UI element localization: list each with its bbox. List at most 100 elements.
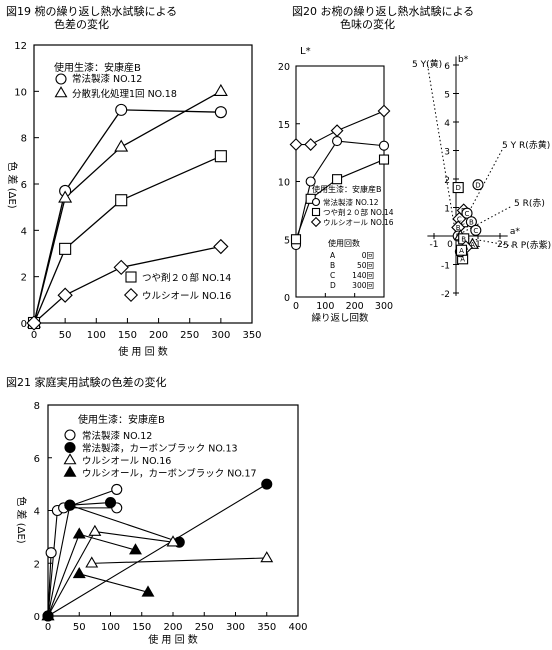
fig20-left-point-square	[290, 234, 302, 245]
fig20-right-hue-line-0	[426, 61, 457, 237]
fig19-point-triangle	[114, 139, 129, 152]
fig21-segment	[47, 505, 71, 617]
fig19-x-tick-label: 50	[59, 330, 72, 341]
fig20-left-legend-label-circle: 常法製漆 NO.12	[323, 197, 379, 207]
fig19-series-line-2	[33, 248, 66, 324]
fig21-point-triangle-filled	[72, 527, 86, 539]
fig19-y-tick-label: 6	[21, 180, 27, 191]
fig20-right-hue-label-0: 5 Y(黄)	[412, 58, 442, 70]
fig19-title-line2: 色差の変化	[54, 18, 109, 31]
fig19-x-tick-label: 350	[242, 330, 261, 341]
fig21-legend-title: 使用生漆：安康産B	[78, 413, 165, 426]
fig21-point-triangle-open	[166, 535, 180, 547]
fig21-x-tick-label: 200	[163, 622, 182, 633]
fig20-right-point-square-letter: D	[456, 184, 461, 192]
fig20-right-point-circle	[461, 207, 473, 219]
fig20-left-usage-code: C	[330, 271, 335, 280]
fig19-y-tick-label: 10	[14, 87, 27, 98]
fig20-left-usage-code: A	[330, 251, 336, 260]
fig20-left-series-line-2	[310, 130, 338, 146]
fig20-right-hue-label-1: 5 Y R(赤黄)	[502, 139, 550, 151]
fig21-x-tick-label: 300	[226, 622, 245, 633]
fig19-point-diamond	[26, 315, 42, 331]
fig20-left-x-tick-label: 300	[375, 301, 393, 312]
fig21-segment	[47, 483, 268, 617]
fig20-right-a-tick-label: 0	[447, 240, 453, 250]
fig21-segment	[47, 534, 80, 617]
fig19-x-tick-label: 150	[118, 330, 137, 341]
fig21-legend-marker-0	[64, 429, 76, 441]
fig19-y-tick-label: 0	[21, 319, 27, 330]
fig21-segment	[47, 510, 58, 617]
fig21-x-tick-label: 400	[288, 622, 307, 633]
fig20-right-point-square	[455, 244, 468, 256]
fig21-point-circle-filled	[104, 497, 117, 509]
fig21-legend-marker-2	[63, 453, 77, 465]
fig19-legend-marker-square	[125, 271, 137, 283]
fig20-left-point-square	[378, 154, 390, 165]
fig21-point-triangle-filled	[129, 543, 142, 555]
fig19-y-tick-label: 4	[21, 226, 27, 237]
fig21-legend-label-1: 常法製漆，カーボンブラック NO.13	[82, 443, 238, 455]
fig19-legend-label-circle: 常法製漆 NO.12	[72, 73, 142, 85]
fig20-left-point-diamond	[330, 124, 344, 138]
fig20-left-usage-value: 50回	[357, 261, 374, 270]
fig21-x-tick-label: 250	[195, 622, 214, 633]
fig19-point-square	[59, 242, 72, 255]
fig20-right-point-square-letter: B	[461, 235, 466, 243]
fig21-x-tick-label: 50	[73, 622, 86, 633]
fig19-point-diamond	[213, 238, 229, 255]
fig21-segment	[94, 557, 267, 564]
fig20-right-point-square	[452, 182, 464, 194]
fig21-x-tick-label: 150	[132, 622, 151, 633]
fig20-left-usage-code: B	[330, 261, 335, 270]
fig20-left-series-line-0	[337, 140, 385, 147]
fig20-right-point-circle	[472, 179, 484, 191]
fig21-segment	[94, 531, 174, 543]
fig20-right-b-tick-label: 1	[444, 205, 450, 215]
fig19-series-line-2	[64, 199, 122, 250]
fig21-y-tick-label: 4	[34, 507, 40, 518]
fig19-x-tick-label: 100	[87, 330, 106, 341]
fig20-right-point-circle	[470, 224, 482, 236]
fig20-title-line2: 色味の変化	[340, 18, 395, 31]
fig19-x-tick-label: 300	[211, 330, 230, 341]
fig20-left-legend-title: 使用生漆：安康産B	[312, 184, 382, 194]
fig20-right-a-axis-label: a*	[510, 227, 521, 237]
fig20-left-usage-legend-title: 使用回数	[328, 238, 360, 248]
fig20-left-x-tick-label: 100	[316, 301, 334, 312]
fig19-y-tick-label: 8	[21, 134, 27, 145]
fig20-left-point-circle	[332, 136, 343, 147]
fig21-point-circle-filled	[261, 478, 273, 490]
fig19-legend-marker-triangle	[54, 86, 68, 98]
fig20-right-a-tick-label: 1	[475, 240, 481, 250]
fig19-series-line-1	[33, 197, 66, 324]
fig20-left-x-axis-label: 繰り返し回数	[311, 312, 369, 324]
fig20-right-point-circle-letter: C	[465, 210, 470, 218]
fig19-series-line-0	[121, 109, 221, 113]
fig20-left-x-tick-label: 200	[346, 301, 364, 312]
fig21-x-tick-label: 350	[257, 622, 276, 633]
fig19-point-diamond	[57, 287, 73, 303]
fig20-right-b-tick-label: 4	[444, 119, 450, 129]
fig20-left-point-circle	[305, 176, 316, 187]
fig20-left-usage-value: 300回	[352, 281, 374, 290]
fig20-left-y-tick-label: 0	[284, 293, 290, 304]
fig21-segment	[79, 573, 149, 593]
fig21-y-tick-label: 8	[34, 401, 40, 412]
fig20-right-point-circle-letter: D	[475, 181, 480, 189]
fig20-left-y-tick-label: 20	[278, 62, 290, 73]
fig21-x-axis-label: 使 用 回 数	[148, 633, 198, 646]
fig19-legend-label-square: つや剤２０部 NO.14	[142, 272, 231, 284]
fig19-x-tick-label: 0	[31, 330, 37, 341]
fig20-left-series-line-1	[295, 198, 312, 240]
fig21-point-circle-filled	[64, 499, 76, 511]
fig20-right-point-diamond-letter: C	[457, 216, 462, 224]
fig20-left-legend-label-square: つや剤２０部 NO.14	[323, 207, 394, 217]
fig19-point-triangle	[58, 190, 73, 203]
fig19-point-square	[214, 150, 227, 163]
fig20-left-point-diamond	[304, 138, 318, 151]
fig19-legend-label-diamond: ウルシオール NO.16	[142, 291, 231, 302]
fig19-y-tick-label: 2	[21, 273, 27, 284]
fig21-legend-marker-3	[63, 465, 77, 477]
